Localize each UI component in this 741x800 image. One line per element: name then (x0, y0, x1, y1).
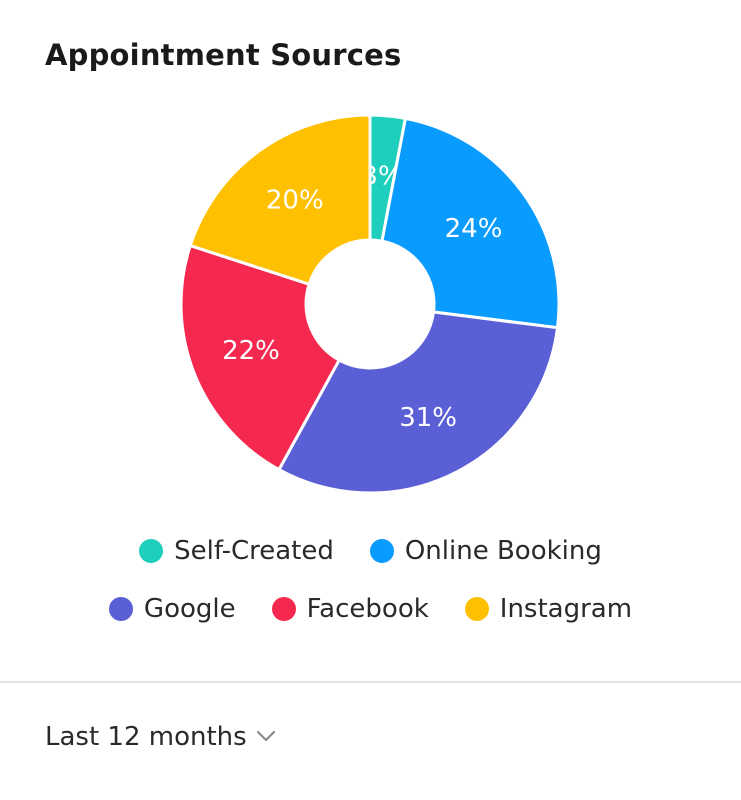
legend-label: Google (143, 594, 236, 624)
donut-chart: 3%24%31%22%20% (179, 113, 561, 495)
legend-item-self-created[interactable]: Self-Created (139, 536, 334, 566)
slice-facebook[interactable] (179, 244, 341, 472)
legend-item-instagram[interactable]: Instagram (464, 594, 633, 624)
data-label-instagram: 20% (266, 185, 324, 215)
legend-row-2: Google Facebook Instagram (0, 594, 741, 624)
legend-label: Facebook (306, 594, 429, 624)
divider (0, 681, 741, 683)
legend-item-facebook[interactable]: Facebook (271, 594, 429, 624)
period-dropdown[interactable]: Last 12 months (45, 722, 277, 752)
legend-item-google[interactable]: Google (108, 594, 236, 624)
legend-row-1: Self-Created Online Booking (0, 536, 741, 566)
data-label-google: 31% (399, 403, 457, 433)
legend-swatch (108, 597, 133, 621)
data-label-online-booking: 24% (445, 214, 503, 244)
slice-google[interactable] (277, 310, 560, 495)
slice-online-booking[interactable] (380, 116, 561, 330)
chevron-down-icon (255, 728, 277, 747)
legend-swatch (464, 597, 489, 621)
legend-swatch (369, 539, 394, 563)
legend-item-online-booking[interactable]: Online Booking (369, 536, 602, 566)
card-title: Appointment Sources (45, 38, 402, 72)
legend-swatch (139, 539, 164, 563)
legend-label: Self-Created (174, 536, 334, 566)
data-label-facebook: 22% (222, 336, 280, 366)
legend-swatch (271, 597, 296, 621)
slice-instagram[interactable] (188, 113, 372, 286)
legend-label: Online Booking (404, 536, 602, 566)
period-label: Last 12 months (45, 722, 247, 752)
legend-label: Instagram (499, 594, 633, 624)
